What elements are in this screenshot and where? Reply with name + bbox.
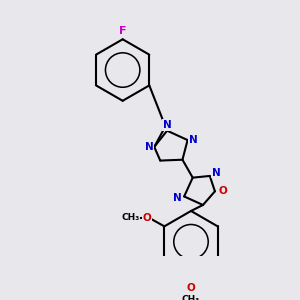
Text: N: N [145, 142, 154, 152]
Text: CH₃: CH₃ [121, 213, 139, 222]
Text: N: N [163, 120, 172, 130]
Text: O: O [187, 283, 195, 293]
Text: O: O [218, 186, 227, 196]
Text: O: O [143, 213, 152, 223]
Text: N: N [212, 167, 221, 178]
Text: N: N [173, 193, 182, 203]
Text: F: F [119, 26, 126, 36]
Text: CH₃: CH₃ [182, 295, 200, 300]
Text: N: N [189, 135, 198, 145]
